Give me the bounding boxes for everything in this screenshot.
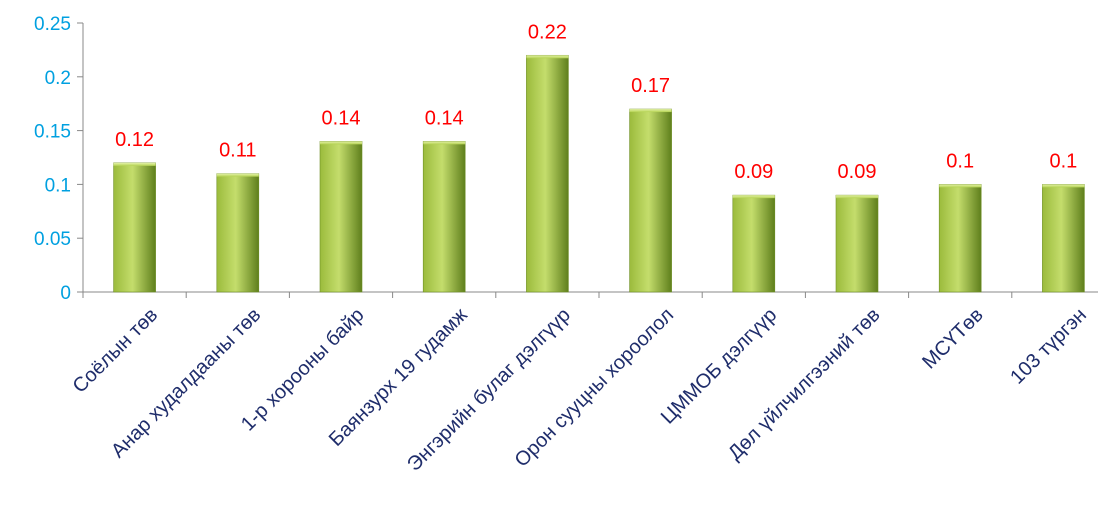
y-tick-label: 0 xyxy=(60,283,71,304)
value-label: 0.22 xyxy=(528,21,567,43)
value-label: 0.09 xyxy=(838,161,877,183)
x-tick-label: Энгэрийн булаг дэлгүүр xyxy=(403,304,575,476)
y-tick-label: 0.15 xyxy=(34,122,71,143)
x-tick-label: Соёлын төв xyxy=(69,304,163,398)
bar xyxy=(526,54,569,293)
value-label: 0.09 xyxy=(734,161,773,183)
bar xyxy=(629,108,672,293)
bar-top-highlight xyxy=(423,141,466,145)
y-tick-label: 0.2 xyxy=(45,68,71,89)
value-label: 0.14 xyxy=(425,107,464,129)
bar xyxy=(422,141,466,293)
y-tick-label: 0.05 xyxy=(34,229,71,250)
bar-top-highlight xyxy=(836,195,878,199)
x-axis xyxy=(82,291,1098,298)
bar xyxy=(319,141,363,293)
value-labels: 0.12 0.11 0.14 0.14 0.22 0.17 0.09 0.09 0.1 0.1 xyxy=(115,21,1077,183)
bar xyxy=(1042,184,1085,293)
bar-top-highlight xyxy=(320,141,362,145)
bar xyxy=(732,194,776,293)
value-label: 0.1 xyxy=(946,150,974,172)
bar-top-highlight xyxy=(526,55,569,59)
x-tick-label: МСҮТөв xyxy=(918,304,987,373)
y-tick-label: 0.25 xyxy=(34,14,71,35)
value-label: 0.12 xyxy=(115,129,154,151)
y-axis: 0 0.05 0.1 0.15 0.2 0.25 xyxy=(34,14,84,304)
bar-top-highlight xyxy=(629,109,672,113)
bar-top-highlight xyxy=(113,162,156,166)
bar xyxy=(835,194,879,293)
bars xyxy=(113,54,1085,293)
bar xyxy=(113,162,156,293)
bar-top-highlight xyxy=(216,173,259,177)
bar-top-highlight xyxy=(1042,184,1085,188)
bar-top-highlight xyxy=(732,195,775,199)
value-label: 0.11 xyxy=(219,140,256,162)
bar xyxy=(216,173,260,293)
value-label: 0.17 xyxy=(631,75,670,97)
x-tick-label: 103 түргэн xyxy=(1006,304,1091,389)
value-label: 0.14 xyxy=(322,107,361,129)
value-label: 0.1 xyxy=(1049,150,1077,172)
bar xyxy=(938,184,982,293)
bar-top-highlight xyxy=(939,184,982,188)
y-tick-label: 0.1 xyxy=(45,175,71,196)
